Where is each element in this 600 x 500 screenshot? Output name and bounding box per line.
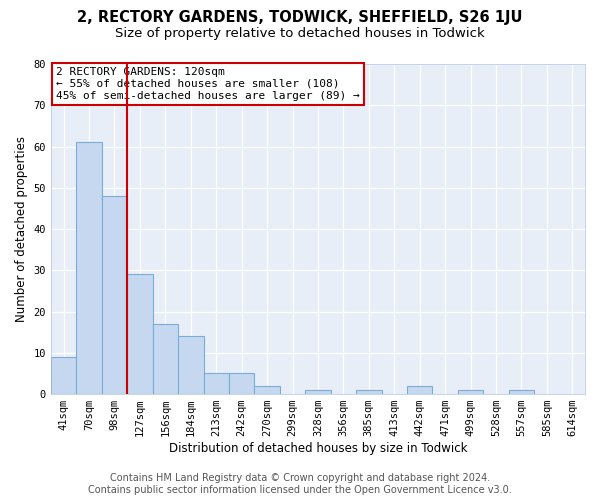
Text: Size of property relative to detached houses in Todwick: Size of property relative to detached ho…: [115, 28, 485, 40]
Bar: [178, 336, 203, 394]
Bar: [51, 357, 76, 394]
Bar: [356, 390, 382, 394]
Bar: [407, 386, 433, 394]
Text: Contains HM Land Registry data © Crown copyright and database right 2024.
Contai: Contains HM Land Registry data © Crown c…: [88, 474, 512, 495]
Bar: [127, 274, 152, 394]
Bar: [152, 324, 178, 394]
Bar: [509, 390, 534, 394]
Bar: [229, 374, 254, 394]
Text: 2, RECTORY GARDENS, TODWICK, SHEFFIELD, S26 1JU: 2, RECTORY GARDENS, TODWICK, SHEFFIELD, …: [77, 10, 523, 25]
Bar: [254, 386, 280, 394]
Bar: [76, 142, 102, 394]
Bar: [305, 390, 331, 394]
Bar: [203, 374, 229, 394]
Bar: [458, 390, 483, 394]
Y-axis label: Number of detached properties: Number of detached properties: [15, 136, 28, 322]
X-axis label: Distribution of detached houses by size in Todwick: Distribution of detached houses by size …: [169, 442, 467, 455]
Bar: [102, 196, 127, 394]
Text: 2 RECTORY GARDENS: 120sqm
← 55% of detached houses are smaller (108)
45% of semi: 2 RECTORY GARDENS: 120sqm ← 55% of detac…: [56, 68, 360, 100]
